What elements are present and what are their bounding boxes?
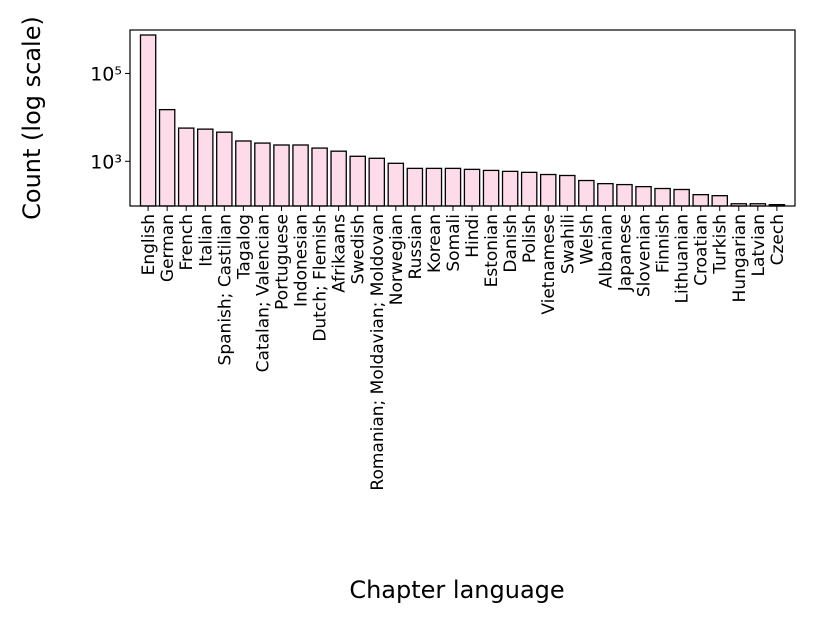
x-tick-label: Catalan; Valencian: [253, 214, 273, 372]
bar: [711, 195, 729, 207]
bar: [406, 167, 424, 207]
x-tick-label: Estonian: [482, 214, 502, 287]
x-tick-label: Dutch; Flemish: [311, 214, 331, 342]
x-tick-label: Swahili: [558, 214, 578, 274]
x-tick-label: Latvian: [749, 214, 769, 277]
x-tick-label: Hungarian: [730, 214, 750, 302]
bar: [273, 144, 290, 207]
bar: [539, 173, 557, 207]
x-tick-label: English: [139, 214, 159, 275]
x-tick-label: Portuguese: [272, 214, 292, 310]
bar: [292, 144, 309, 207]
x-tick-label: Spanish; Castilian: [215, 214, 235, 365]
x-tick-label: Czech: [768, 214, 788, 265]
y-tick-label: 10⁵: [90, 63, 122, 85]
x-tick-label: German: [158, 214, 178, 282]
bar: [368, 157, 386, 207]
x-tick-label: Indonesian: [292, 214, 312, 307]
bar: [349, 155, 366, 207]
x-tick-label: Lithuanian: [673, 214, 693, 304]
x-tick-label: Korean: [425, 214, 445, 273]
y-axis-label: Count (log scale): [18, 16, 46, 220]
x-tick-label: Tagalog: [234, 214, 254, 280]
bar: [196, 128, 214, 207]
bar: [692, 194, 709, 207]
bar: [235, 140, 252, 207]
x-tick-label: Norwegian: [387, 214, 407, 305]
x-tick-label: French: [177, 214, 197, 271]
x-tick-label: Swedish: [349, 214, 369, 284]
plot-frame: [129, 29, 796, 207]
bar: [216, 131, 233, 207]
bar: [463, 168, 481, 207]
x-tick-label: Somali: [444, 214, 464, 272]
x-tick-label: Slovenian: [635, 214, 655, 297]
bar: [158, 108, 176, 207]
bar: [387, 162, 405, 207]
bar: [254, 142, 271, 207]
x-tick-label: Finnish: [654, 214, 674, 273]
x-tick-label: Japanese: [615, 214, 635, 292]
x-tick-label: Vietnamese: [539, 214, 559, 315]
bar: [673, 188, 690, 207]
bar: [616, 183, 633, 207]
bar: [520, 171, 538, 207]
x-tick-label: Croatian: [692, 214, 712, 286]
bar: [578, 179, 595, 207]
y-tick-label: 10³: [90, 151, 122, 173]
x-tick-label: Polish: [520, 214, 540, 263]
x-tick-label: Russian: [406, 214, 426, 279]
bar: [311, 147, 328, 207]
bar: [501, 170, 519, 207]
x-tick-label: Albanian: [596, 214, 616, 288]
x-tick-label: Turkish: [711, 214, 731, 275]
x-tick-label: Italian: [196, 214, 216, 267]
bar: [635, 185, 652, 207]
bar: [654, 187, 671, 207]
bar: [139, 34, 157, 207]
x-tick-label: Afrikaans: [330, 214, 350, 293]
x-tick-label: Hindi: [463, 214, 483, 258]
bar: [177, 127, 195, 207]
bar: [444, 167, 462, 207]
x-axis-label: Chapter language: [349, 576, 564, 604]
x-tick-label: Romanian; Moldavian; Moldovan: [368, 214, 388, 491]
x-tick-label: Danish: [501, 214, 521, 273]
bar: [559, 174, 576, 207]
x-tick-label: Welsh: [577, 214, 597, 265]
bar: [597, 182, 614, 207]
bar: [482, 169, 500, 207]
bar: [425, 167, 443, 207]
bar: [330, 150, 347, 207]
